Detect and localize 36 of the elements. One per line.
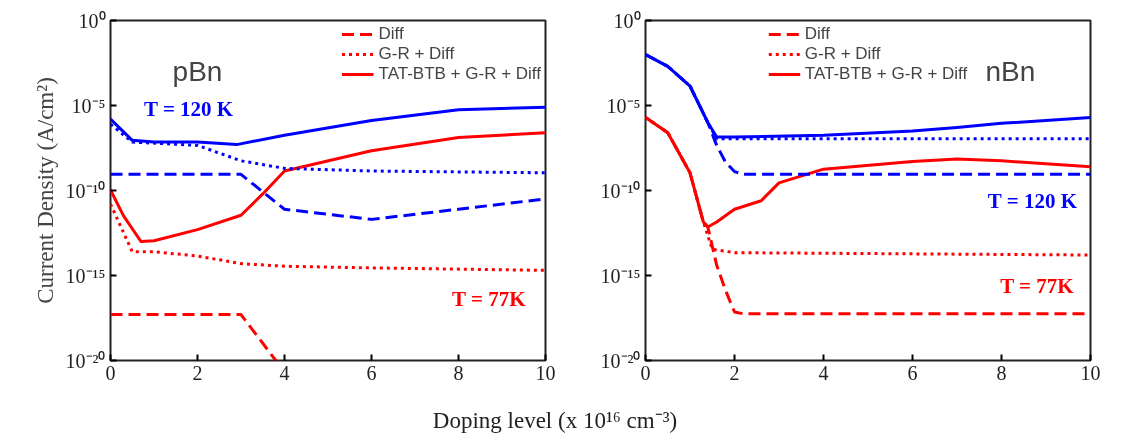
annotation: T = 77K [1000,273,1075,298]
text: pBn [172,56,223,87]
y-tick-label: 10⁻¹⁵ [600,264,641,287]
annotation: T = 77K [452,287,527,312]
y-tick-label: 10⁻⁵ [606,94,641,117]
x-tick-label: 2 [729,361,740,384]
legend-label: Diff [804,24,830,44]
y-tick-label: 10⁻²⁰ [65,349,106,372]
x-axis-title: Doping level (x 10¹⁶ cm⁻³) [432,407,678,435]
x-tick-label: 6 [366,361,377,384]
x-tick-label: 4 [818,361,829,384]
x-tick-label: 10 [1080,361,1101,384]
x-tick-label: 0 [640,361,651,384]
x-tick-label: 2 [192,361,203,384]
legend-label: TAT-BTB + G-R + Diff [804,64,968,84]
x-tick-label: 8 [996,361,1007,384]
legend-label: G-R + Diff [804,44,881,64]
legend-label: Diff [378,24,404,44]
y-tick-label: 10⁻²⁰ [600,349,641,372]
y-tick-label: 10⁻¹⁰ [600,179,641,202]
x-tick-label: 4 [279,361,290,384]
x-tick-label: 8 [453,361,464,384]
annotation: T = 120 K [144,96,234,121]
x-tick-label: 6 [907,361,918,384]
x-tick-label: 10 [535,361,556,384]
y-tick-label: 10⁻¹⁰ [65,179,106,202]
y-axis-title: Current Density (A/cm²) [32,77,58,304]
text: nBn [985,56,1036,87]
legend-label: TAT-BTB + G-R + Diff [378,64,541,84]
y-tick-label: 10⁰ [613,9,641,32]
y-tick-label: 10⁻⁵ [71,94,106,117]
legend-label: G-R + Diff [378,44,455,64]
annotation: T = 120 K [987,188,1078,213]
x-tick-label: 0 [105,361,116,384]
y-tick-label: 10⁰ [78,9,106,32]
y-tick-label: 10⁻¹⁵ [65,264,106,287]
